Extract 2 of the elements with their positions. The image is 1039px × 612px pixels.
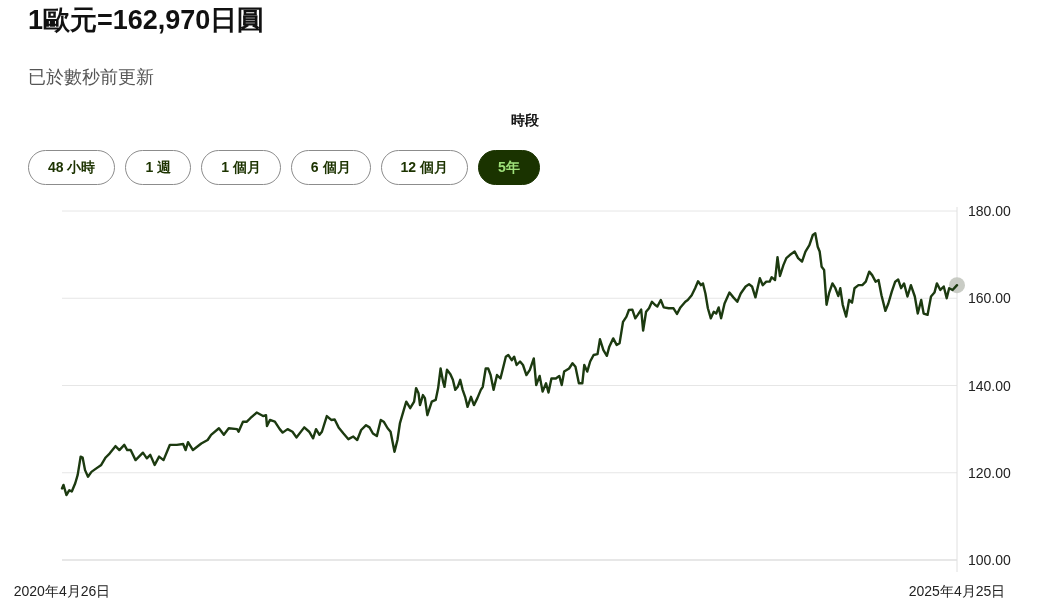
title: 1歐元=162,970日圓	[28, 4, 265, 37]
subtitle: 已於數秒前更新	[28, 66, 154, 89]
